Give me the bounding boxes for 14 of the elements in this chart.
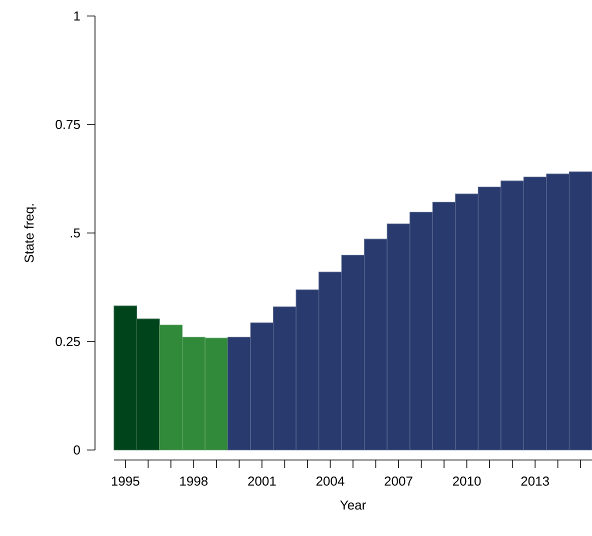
x-tick-label: 2004 xyxy=(316,476,344,486)
y-tick-label: .5 xyxy=(70,228,80,238)
x-tick-label: 1995 xyxy=(112,476,140,486)
x-tick-label: 2001 xyxy=(248,476,276,486)
y-axis-title: State freq. xyxy=(24,204,36,262)
y-tick-label: 0.75 xyxy=(56,120,80,130)
x-axis-title: Year xyxy=(340,500,366,510)
x-tick-label: 2013 xyxy=(521,476,549,486)
y-tick-label: 0.25 xyxy=(56,336,80,346)
x-tick-label: 2010 xyxy=(453,476,481,486)
x-tick-label: 1998 xyxy=(180,476,208,486)
x-tick-label: 2007 xyxy=(384,476,412,486)
y-tick-label: 1 xyxy=(74,12,80,20)
y-tick-label: 0 xyxy=(74,445,80,455)
